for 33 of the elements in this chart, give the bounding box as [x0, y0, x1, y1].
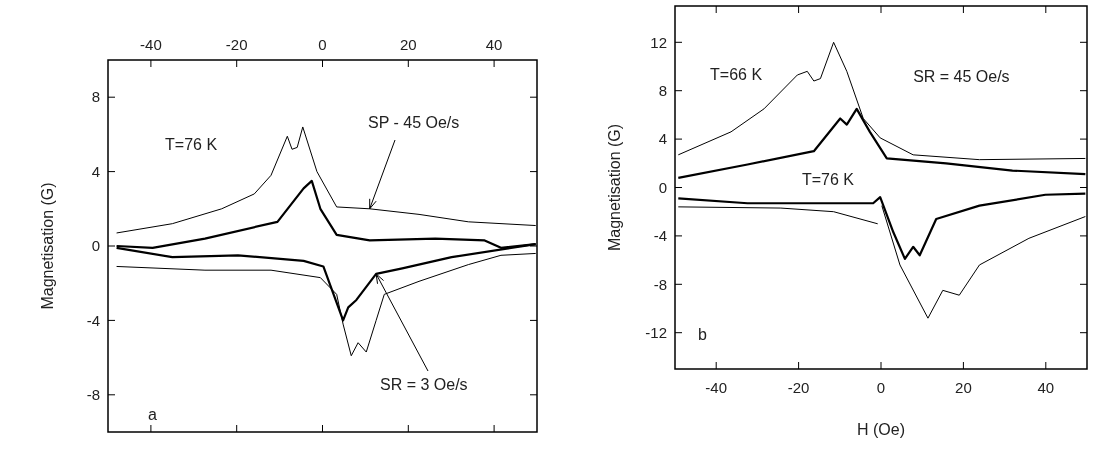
y-tick-label: 0	[658, 178, 667, 196]
annotation: a	[147, 406, 157, 424]
y-tick-label: -8	[653, 275, 667, 293]
annotation: T=76 K	[801, 170, 855, 188]
annotation: SR = 45 Oe/s	[913, 67, 1010, 85]
y-axis-title: Magnetisation (G)	[39, 182, 56, 310]
x-tick-label: 20	[955, 379, 972, 396]
y-tick-label: -4	[86, 311, 100, 329]
y-tick-label: 0	[91, 237, 100, 255]
y-tick-label: 8	[91, 88, 100, 106]
y-tick-label: -12	[645, 323, 667, 341]
x-tick-label: -40	[140, 36, 162, 53]
x-tick-label: -20	[787, 379, 810, 396]
x-tick-label: 0	[318, 36, 327, 53]
x-tick-label: -20	[225, 36, 248, 53]
x-tick-label: 0	[876, 379, 886, 396]
annotation: SR = 3 Oe/s	[379, 375, 468, 393]
y-tick-label: 12	[650, 33, 667, 51]
annotation: T=76 K	[165, 136, 218, 154]
y-axis-title: Magnetisation (G)	[606, 123, 623, 252]
y-tick-label: 8	[658, 81, 667, 99]
y-tick-label: 4	[658, 130, 667, 148]
x-tick-label: 20	[399, 36, 417, 53]
y-tick-label: -8	[86, 386, 100, 404]
y-tick-label: -4	[653, 227, 667, 245]
x-tick-label: 40	[485, 36, 503, 53]
x-axis-title: H (Oe)	[857, 421, 905, 438]
annotation: b	[698, 325, 708, 343]
annotation: T=66 K	[710, 66, 763, 84]
annotation: SP - 45 Oe/s	[367, 114, 460, 132]
x-tick-label: 40	[1037, 379, 1055, 396]
x-tick-label: -40	[705, 379, 728, 396]
y-tick-label: 4	[91, 162, 100, 180]
